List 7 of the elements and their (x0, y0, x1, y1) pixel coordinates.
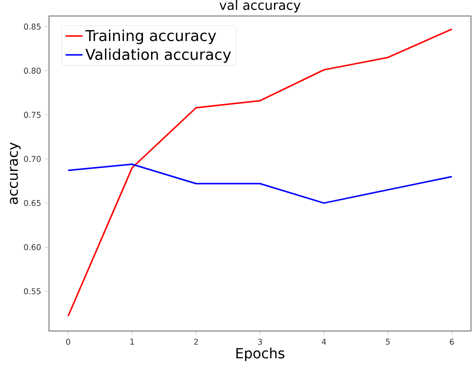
line-series (67, 28, 453, 317)
legend-label: Validation accuracy (85, 48, 231, 63)
line-series (67, 163, 453, 204)
legend-label: Training accuracy (85, 30, 216, 44)
x-axis-title: Epochs (236, 348, 284, 362)
chart-title: val accuracy (220, 0, 300, 12)
y-axis-title: accuracy (10, 142, 21, 204)
